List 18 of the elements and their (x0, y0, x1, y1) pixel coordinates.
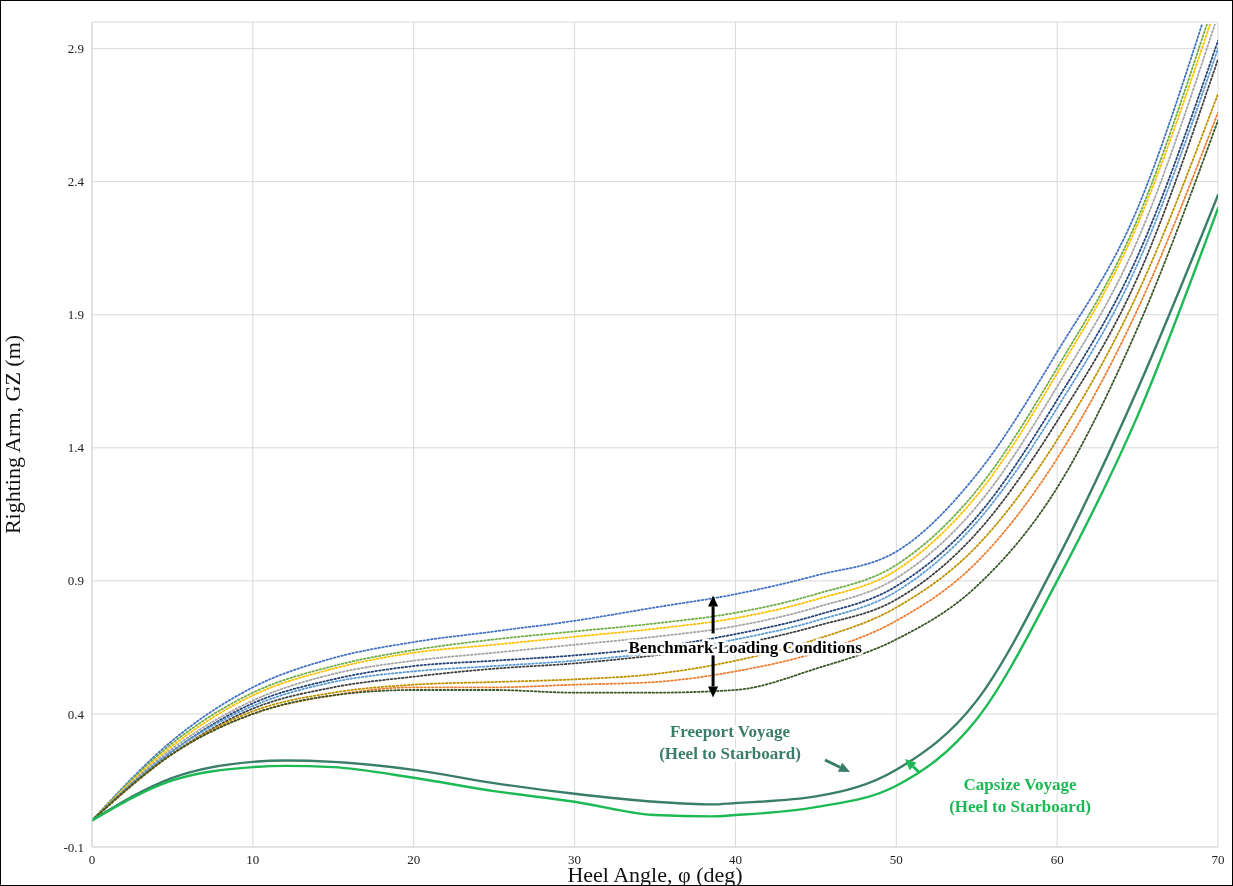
y-tick-label: 2.4 (67, 174, 85, 190)
y-axis-title: Righting Arm, GZ (m) (0, 334, 25, 535)
x-tick-label: 10 (246, 852, 260, 868)
x-tick-label: 50 (889, 852, 903, 868)
x-tick-label: 0 (88, 852, 96, 868)
y-tick-label: 1.9 (67, 307, 84, 323)
annotation: Freeport Voyage (Heel to Starboard) (659, 722, 801, 763)
x-tick-label: 40 (728, 852, 742, 868)
x-tick-label: 60 (1050, 852, 1064, 868)
x-tick-label: 70 (1211, 852, 1225, 868)
x-tick-label: 20 (407, 852, 421, 868)
y-tick-label: 1.4 (67, 440, 85, 456)
y-tick-label: -0.1 (63, 839, 84, 855)
y-tick-label: 2.9 (67, 41, 84, 57)
annotation: Capsize Voyage (Heel to Starboard) (949, 775, 1091, 816)
x-tick-label: 30 (568, 852, 582, 868)
y-tick-label: 0.9 (67, 573, 84, 589)
y-tick-label: 0.4 (67, 706, 85, 722)
